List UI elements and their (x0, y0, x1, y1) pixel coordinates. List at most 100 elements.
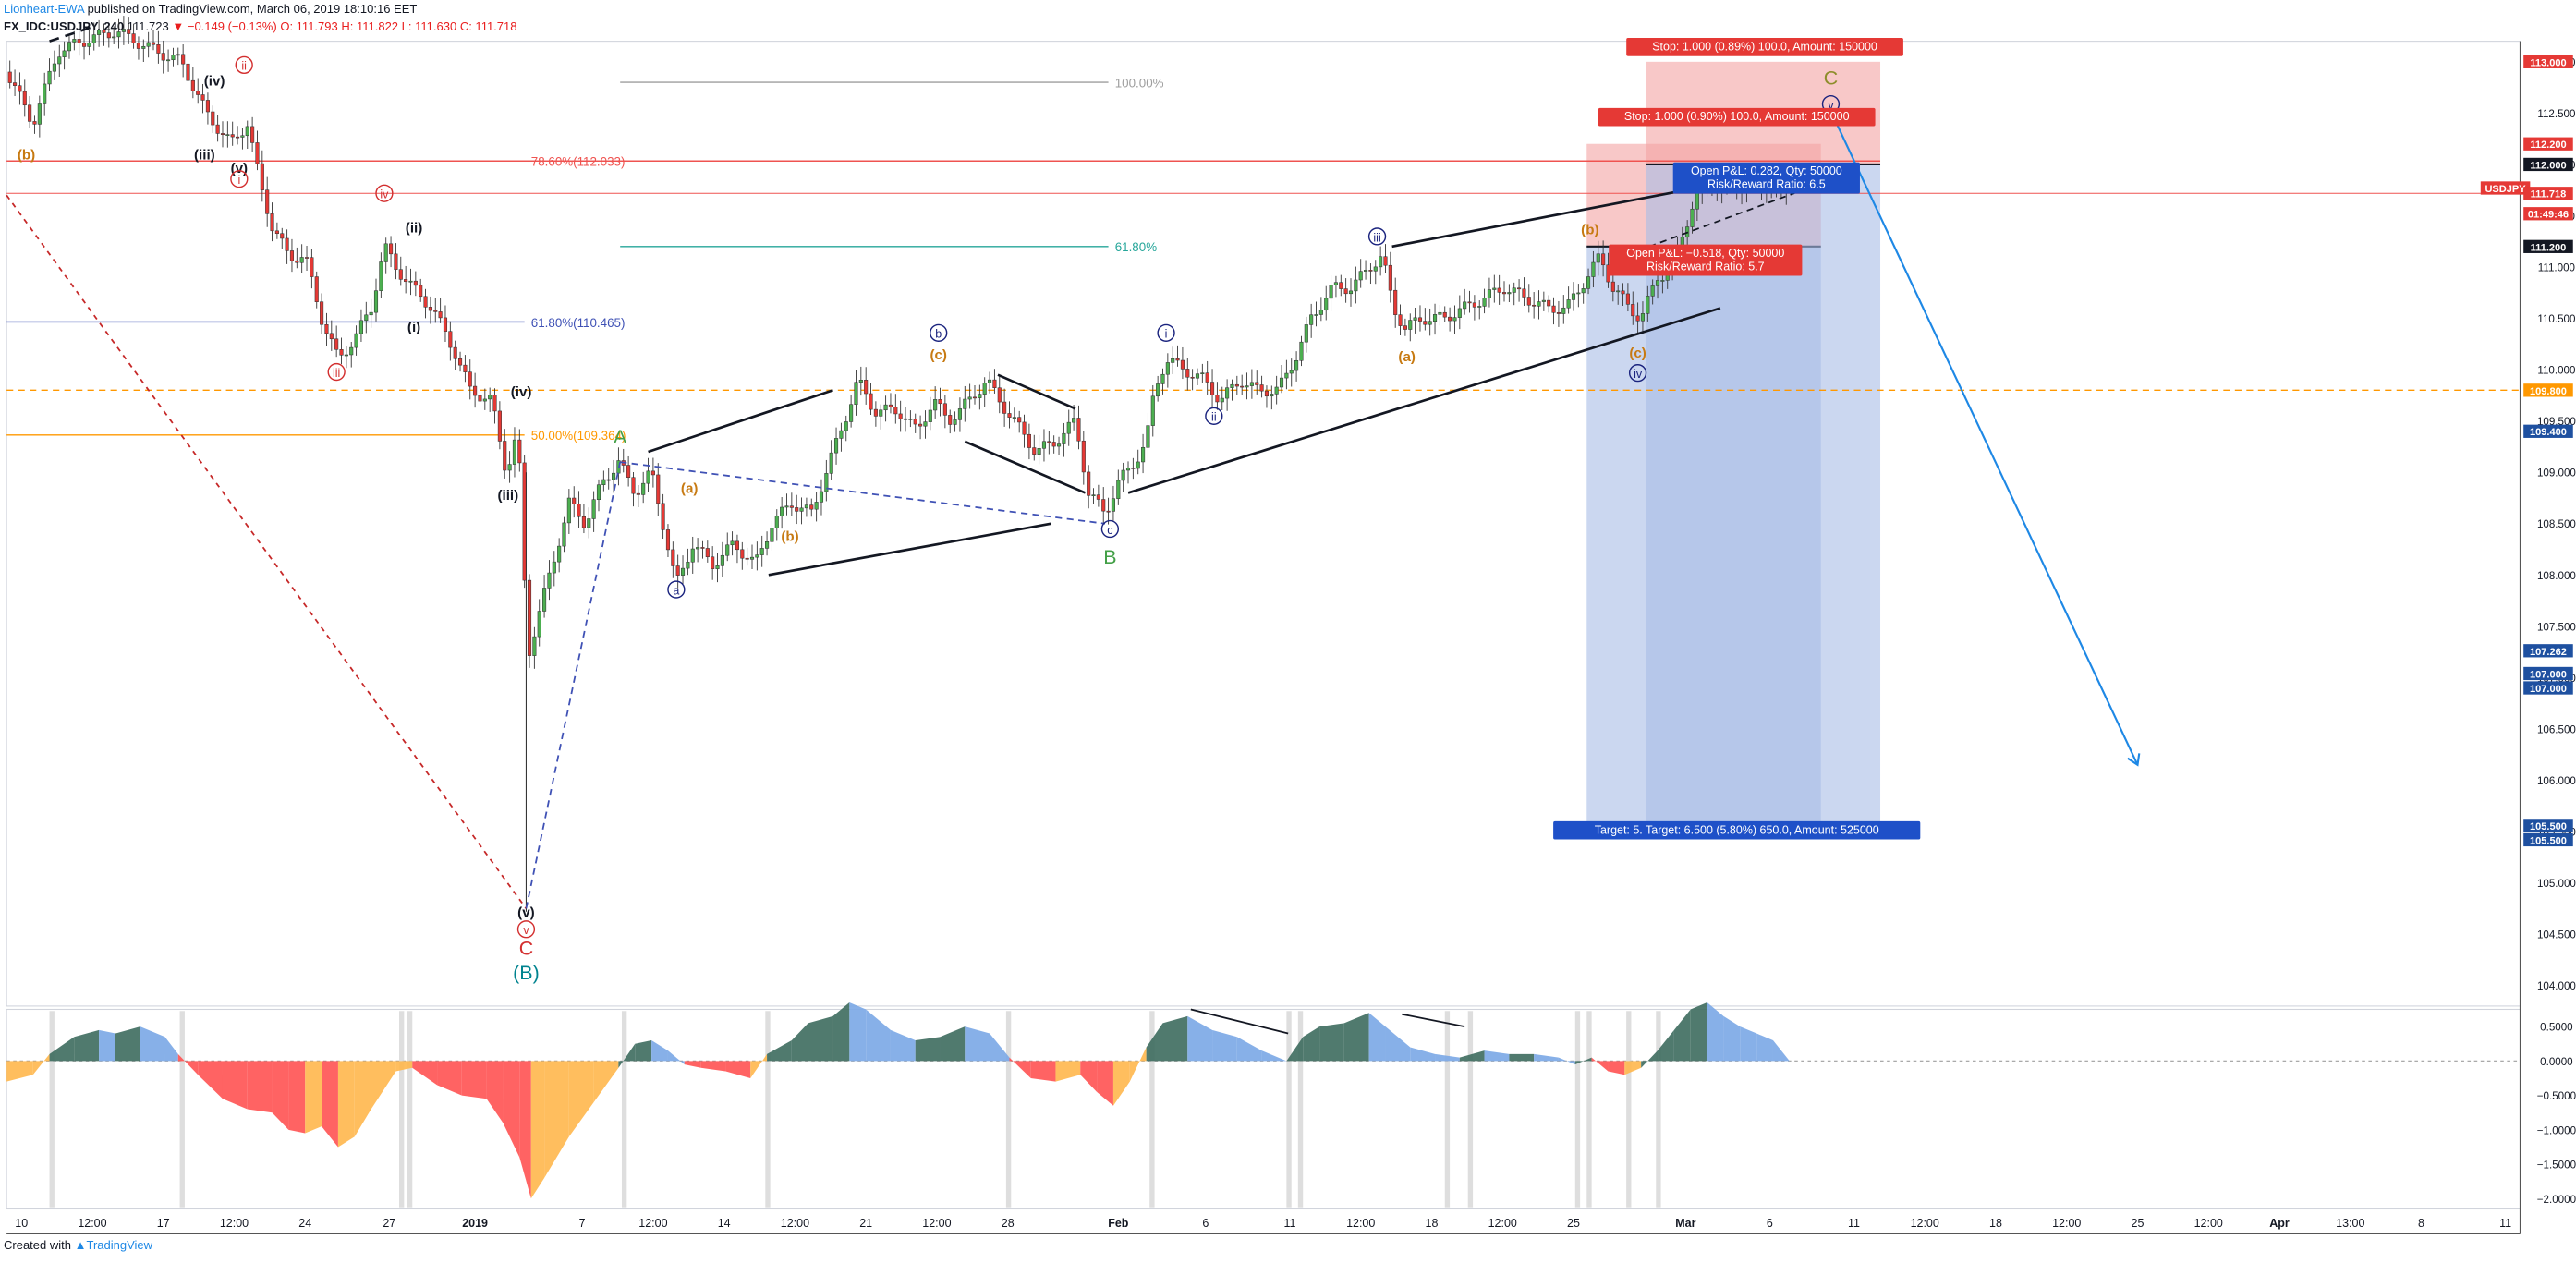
price-marker: 105.500 (2530, 835, 2567, 846)
candle-body (879, 409, 883, 417)
osc-area (684, 1061, 701, 1068)
candle-body (1230, 383, 1234, 388)
candle-body (329, 333, 334, 340)
price-marker: 107.000 (2530, 669, 2567, 680)
candle-body (1324, 298, 1329, 311)
osc-area (247, 1061, 273, 1113)
candle-body (373, 290, 379, 313)
osc-session-band (179, 1011, 185, 1208)
candle-body (957, 408, 962, 420)
candle-body (1051, 442, 1056, 447)
candle-body (1022, 421, 1027, 435)
osc-area (164, 1037, 178, 1062)
candle-body (503, 441, 507, 471)
candle-body (1457, 308, 1462, 318)
tradingview-logo-icon[interactable]: ▲ (74, 1238, 87, 1252)
candle-body (1339, 282, 1343, 289)
osc-area (486, 1061, 504, 1123)
candle-body (190, 79, 195, 91)
candle-body (310, 257, 314, 277)
osc-area (115, 1026, 140, 1062)
candle-body (596, 484, 601, 500)
candle-body (1150, 395, 1155, 426)
candle-body (873, 408, 878, 417)
time-tick: 7 (579, 1217, 586, 1230)
osc-area (74, 1029, 100, 1062)
candle-body (1056, 443, 1062, 447)
candle-body (963, 398, 967, 409)
osc-area (568, 1061, 594, 1137)
candle-body (612, 472, 616, 480)
candle-body (47, 70, 52, 85)
candle-body (765, 540, 770, 549)
price-marker: 105.500 (2530, 821, 2567, 832)
wave-label: (c) (930, 347, 947, 363)
candle-body (146, 42, 151, 47)
time-tick: Feb (1108, 1217, 1129, 1230)
candle-body (953, 419, 957, 425)
price-tick: 106.000 (2537, 775, 2576, 787)
candle-body (161, 53, 165, 61)
price-marker-bg (2523, 137, 2573, 151)
candle-body (1660, 280, 1665, 282)
candle-body (1512, 287, 1516, 293)
candle-body (1621, 290, 1625, 295)
candle-body (942, 403, 947, 416)
time-tick: 12:00 (2052, 1217, 2081, 1230)
candle-body (537, 611, 541, 638)
candle-body (1497, 287, 1501, 293)
author-link[interactable]: Lionheart-EWA (4, 2, 84, 16)
ohlc-legend: FX_IDC:USDJPY, 240 111.723 ▼ −0.149 (−0.… (4, 19, 517, 33)
wave-label: (ii) (406, 220, 423, 236)
candle-body (988, 379, 992, 383)
candle-body (220, 133, 225, 135)
osc-area (177, 1053, 199, 1075)
wave-label: i (237, 174, 240, 187)
candle-body (1329, 285, 1333, 299)
price-marker-bg (2523, 819, 2573, 832)
candle-body (408, 280, 413, 283)
osc-area (1740, 1026, 1757, 1062)
price-tick: 110.500 (2537, 313, 2575, 325)
footer-brand[interactable]: TradingView (86, 1238, 153, 1252)
wave-label: (iii) (497, 488, 518, 504)
time-tick: 25 (2132, 1217, 2145, 1230)
wave-label: ii (1211, 411, 1217, 424)
osc-area (1319, 1023, 1344, 1062)
candle-body (497, 410, 502, 442)
candle-body (274, 230, 279, 234)
candle-body (730, 540, 735, 546)
high-value: H: 111.822 (341, 19, 399, 33)
candle-body (839, 430, 844, 439)
candle-body (1586, 276, 1591, 289)
wave-label: A (614, 426, 627, 448)
price-marker: 111.200 (2531, 242, 2567, 253)
candle-body (280, 233, 285, 239)
candle-body (918, 423, 923, 427)
candle-body (1373, 266, 1378, 272)
osc-area (1509, 1053, 1535, 1062)
stop-label-position-1-bg (1598, 107, 1876, 127)
candle-body (819, 491, 824, 503)
candle-body (774, 516, 779, 528)
candle-body (1532, 304, 1537, 307)
last-price: 111.723 (127, 19, 169, 33)
price-marker: 109.400 (2530, 427, 2567, 438)
candle-body (1234, 383, 1239, 387)
time-tick: 12:00 (2194, 1217, 2223, 1230)
time-tick: Apr (2269, 1217, 2290, 1230)
candle-body (898, 413, 903, 419)
osc-area (519, 1061, 531, 1199)
candle-body (1175, 358, 1180, 361)
pnl-label-position-2-bg (1672, 162, 1860, 194)
candle-body (824, 473, 829, 492)
price-marker-bg (2523, 239, 2573, 253)
candle-body (547, 572, 552, 589)
trend-line (1833, 117, 2139, 766)
candle-body (1096, 494, 1100, 500)
time-tick: 10 (15, 1217, 28, 1230)
footer-prefix: Created with (4, 1238, 71, 1252)
candle-body (423, 296, 428, 308)
osc-area (140, 1026, 165, 1062)
